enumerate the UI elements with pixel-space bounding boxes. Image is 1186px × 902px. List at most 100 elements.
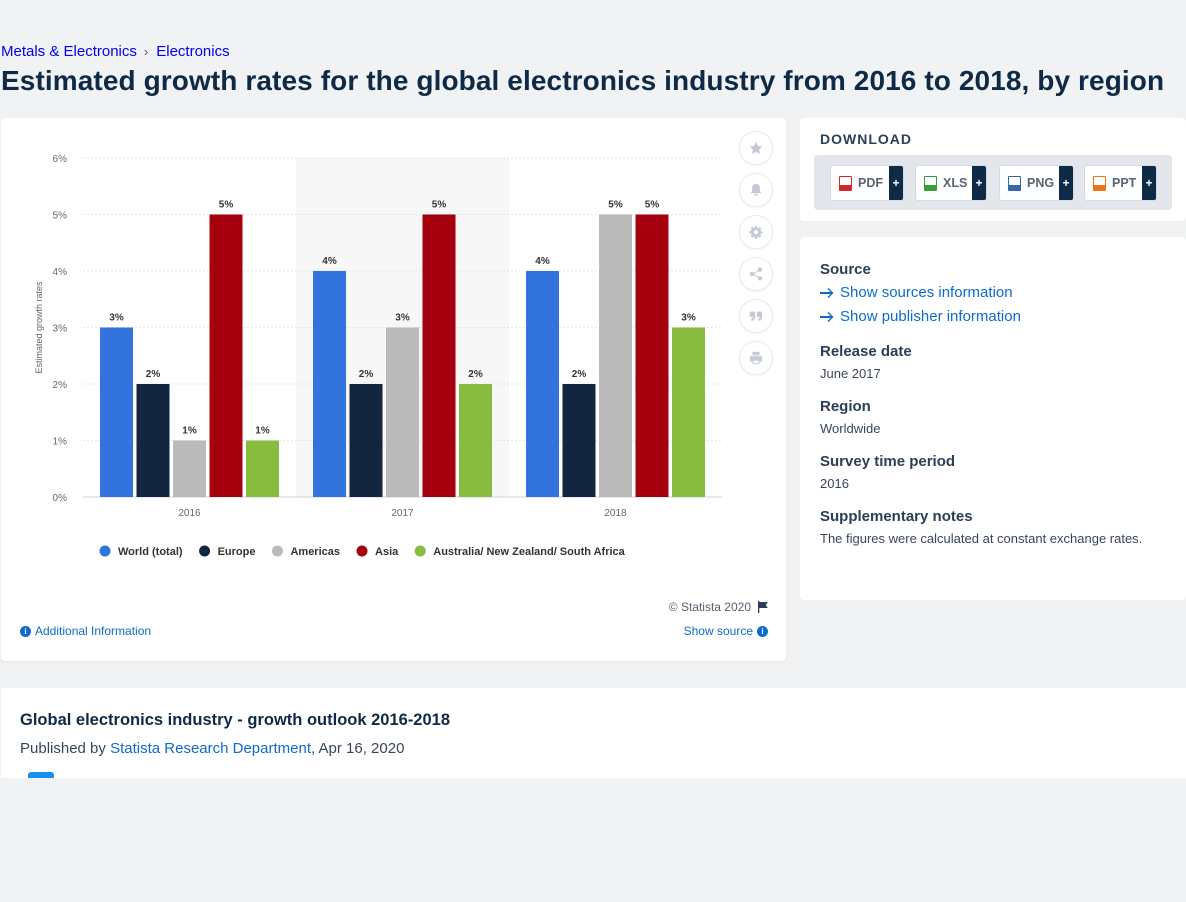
flag-icon[interactable] (757, 601, 769, 613)
download-pdf-label: PDF (858, 176, 883, 190)
y-axis-label: Estimated growth rates (34, 281, 44, 374)
copyright: © Statista 2020 (669, 600, 769, 614)
download-ppt-button[interactable]: PPT + (1084, 165, 1157, 201)
plus-icon: + (889, 166, 903, 200)
star-icon (749, 141, 763, 154)
data-label: 5% (608, 200, 623, 211)
y-tick-label: 6% (53, 154, 68, 165)
copyright-text: © Statista 2020 (668, 600, 751, 614)
bar (173, 440, 206, 497)
data-label: 3% (681, 313, 696, 324)
png-file-icon (1008, 175, 1021, 191)
quote-icon (749, 311, 763, 321)
print-button[interactable] (739, 341, 773, 375)
legend-label: Asia (375, 546, 399, 558)
favorite-button[interactable] (739, 131, 773, 165)
data-label: 5% (645, 200, 660, 211)
data-label: 5% (432, 200, 447, 211)
settings-button[interactable] (739, 215, 773, 249)
cite-button[interactable] (739, 299, 773, 333)
bar (246, 440, 279, 497)
plus-icon: + (1142, 166, 1156, 200)
data-label: 2% (572, 369, 587, 380)
outlook-published-by: Published by Statista Research Departmen… (20, 740, 404, 757)
release-date-value: June 2017 (820, 366, 881, 381)
data-label: 2% (146, 369, 161, 380)
share-button[interactable] (739, 257, 773, 291)
download-xls-button[interactable]: XLS + (915, 165, 987, 201)
show-publisher-link[interactable]: Show publisher information (820, 308, 1021, 325)
survey-period-heading: Survey time period (820, 453, 956, 470)
bar (422, 214, 456, 497)
bar (562, 384, 596, 497)
ppt-file-icon (1093, 175, 1106, 191)
chart-card: 0% 1% 2% 3% 4% 5% 6% Estimated growth rates 3% 2%… (1, 118, 786, 661)
print-icon (749, 351, 763, 365)
y-tick-label: 0% (53, 493, 68, 504)
legend-marker (414, 545, 426, 557)
published-date: , Apr 16, 2020 (311, 740, 405, 757)
x-tick-label: 2016 (178, 508, 201, 519)
bar (526, 271, 559, 497)
bar (386, 327, 419, 497)
breadcrumb-link-parent[interactable]: Metals & Electronics (1, 43, 137, 60)
bar (599, 214, 632, 497)
breadcrumb-link-current[interactable]: Electronics (156, 43, 230, 60)
y-tick-label: 2% (53, 380, 68, 391)
download-pdf-button[interactable]: PDF + (830, 165, 904, 201)
legend-label: Europe (218, 546, 256, 558)
additional-information-link[interactable]: i Additional Information (20, 624, 151, 638)
top-bar (0, 0, 1186, 36)
outlook-card: Global electronics industry - growth out… (1, 688, 1186, 778)
legend-marker (356, 545, 368, 557)
show-sources-link[interactable]: Show sources information (820, 284, 1013, 301)
download-xls-label: XLS (943, 176, 968, 190)
x-tick-label: 2017 (391, 508, 414, 519)
bar (635, 214, 669, 497)
show-source-link[interactable]: Show source i (684, 624, 768, 638)
data-label: 2% (359, 369, 374, 380)
plus-icon: + (972, 166, 986, 200)
arrow-right-icon (820, 311, 834, 322)
download-bar: PDF + XLS + PNG + PPT + (814, 155, 1172, 210)
supplementary-notes-heading: Supplementary notes (820, 508, 973, 525)
breadcrumb: Metals & Electronics › Electronics (1, 43, 230, 60)
bar-chart: 0% 1% 2% 3% 4% 5% 6% Estimated growth rates 3% 2%… (34, 154, 722, 558)
bar (459, 384, 492, 497)
y-tick-label: 1% (53, 437, 68, 448)
release-date-heading: Release date (820, 343, 912, 360)
outlook-title[interactable]: Global electronics industry - growth out… (20, 711, 451, 729)
download-png-button[interactable]: PNG + (999, 165, 1074, 201)
show-sources-label: Show sources information (840, 284, 1013, 301)
bar (313, 271, 346, 497)
data-label: 4% (322, 256, 337, 267)
data-label: 5% (219, 200, 234, 211)
legend-label: World (total) (118, 546, 183, 558)
arrow-right-icon (820, 287, 834, 298)
show-source-label: Show source (683, 624, 753, 638)
published-prefix: Published by (20, 740, 106, 757)
legend-marker (99, 545, 111, 557)
xls-file-icon (924, 175, 937, 191)
bar (209, 214, 243, 497)
gear-icon (749, 225, 763, 239)
statistic-info-panel: Source Show sources information Show pub… (800, 237, 1186, 600)
legend-label: Americas (290, 546, 340, 558)
y-tick-label: 5% (53, 211, 68, 222)
info-icon: i (20, 625, 31, 637)
data-label: 1% (255, 426, 270, 437)
bar (136, 384, 170, 497)
notification-button[interactable] (739, 173, 773, 207)
author-link[interactable]: Statista Research Department (110, 740, 312, 757)
bar (672, 327, 705, 497)
region-heading: Region (820, 398, 871, 415)
data-label: 4% (535, 256, 550, 267)
legend-marker (199, 545, 211, 557)
legend-marker (271, 545, 283, 557)
page-title: Estimated growth rates for the global el… (1, 65, 1165, 96)
breadcrumb-separator: › (143, 44, 149, 59)
download-panel: DOWNLOAD PDF + XLS + PNG + PPT + (800, 118, 1186, 221)
chart-toolbar (739, 131, 773, 383)
pdf-file-icon (839, 175, 852, 191)
data-label: 3% (395, 313, 410, 324)
